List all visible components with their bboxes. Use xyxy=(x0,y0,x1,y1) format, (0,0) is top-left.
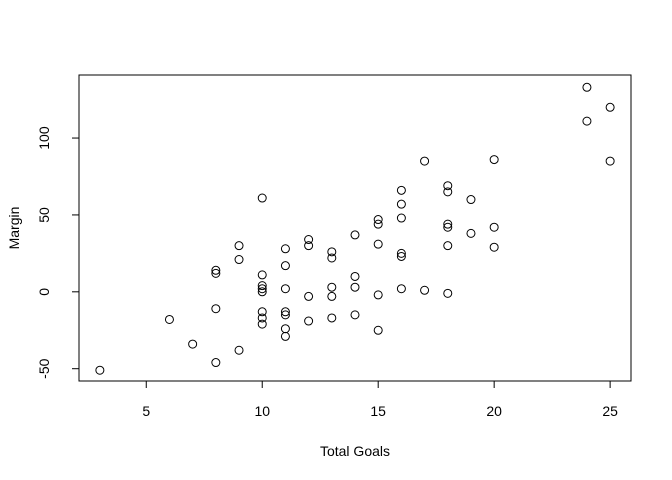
data-point xyxy=(396,248,406,258)
data-point xyxy=(350,282,360,292)
data-point xyxy=(582,116,592,126)
data-point xyxy=(257,313,267,323)
x-tick-label: 5 xyxy=(142,403,150,419)
y-axis-label: Margin xyxy=(6,207,22,250)
data-point xyxy=(489,222,499,232)
data-point xyxy=(280,310,290,320)
x-axis: 5 10 15 20 25 xyxy=(142,380,618,419)
data-point xyxy=(420,156,430,166)
data-point xyxy=(466,228,476,238)
data-point xyxy=(489,155,499,165)
y-tick-label: 100 xyxy=(36,126,52,150)
data-point xyxy=(257,270,267,280)
data-point xyxy=(304,316,314,326)
x-tick-label: 15 xyxy=(370,403,386,419)
data-point xyxy=(396,185,406,195)
data-point xyxy=(257,284,267,294)
data-point xyxy=(257,193,267,203)
data-point xyxy=(373,325,383,335)
data-point xyxy=(234,255,244,265)
data-point xyxy=(443,288,453,298)
data-point xyxy=(95,365,105,375)
data-point xyxy=(327,247,337,257)
data-point xyxy=(280,331,290,341)
data-point xyxy=(280,244,290,254)
data-point xyxy=(257,307,267,317)
y-tick-label: 0 xyxy=(36,288,52,296)
data-point xyxy=(443,241,453,251)
data-point xyxy=(257,319,267,329)
x-tick-label: 25 xyxy=(602,403,618,419)
data-point xyxy=(327,313,337,323)
data-point xyxy=(373,239,383,249)
data-point xyxy=(396,213,406,223)
x-tick-label: 20 xyxy=(486,403,502,419)
y-tick-label: -50 xyxy=(36,358,52,378)
x-axis-label: Total Goals xyxy=(320,443,390,459)
y-tick-label: 50 xyxy=(36,207,52,223)
y-axis: -50 0 50 100 xyxy=(36,126,80,379)
data-point xyxy=(443,181,453,191)
data-point xyxy=(234,241,244,251)
data-point xyxy=(327,253,337,263)
data-point xyxy=(350,230,360,240)
data-point xyxy=(188,339,198,349)
data-point xyxy=(350,271,360,281)
data-point xyxy=(327,282,337,292)
points-layer xyxy=(95,82,615,375)
data-point xyxy=(280,261,290,271)
data-point xyxy=(605,156,615,166)
data-point xyxy=(489,242,499,252)
data-point xyxy=(211,304,221,314)
data-point xyxy=(420,285,430,295)
data-point xyxy=(396,199,406,209)
data-point xyxy=(373,219,383,229)
data-point xyxy=(280,307,290,317)
data-point xyxy=(164,314,174,324)
data-point xyxy=(304,291,314,301)
data-point xyxy=(443,219,453,229)
data-point xyxy=(396,284,406,294)
data-point xyxy=(257,281,267,291)
data-point xyxy=(211,265,221,275)
data-point xyxy=(304,241,314,251)
data-point xyxy=(443,222,453,232)
data-point xyxy=(280,324,290,334)
data-point xyxy=(582,82,592,92)
data-point xyxy=(373,290,383,300)
data-point xyxy=(396,251,406,261)
data-point xyxy=(466,195,476,205)
data-point xyxy=(234,345,244,355)
plot-frame xyxy=(78,74,632,382)
data-point xyxy=(257,287,267,297)
data-point xyxy=(211,358,221,368)
x-tick-label: 10 xyxy=(254,403,270,419)
data-point xyxy=(373,215,383,225)
data-point xyxy=(280,284,290,294)
data-point xyxy=(443,187,453,197)
data-point xyxy=(211,268,221,278)
data-point xyxy=(350,310,360,320)
data-point xyxy=(327,291,337,301)
data-point xyxy=(304,235,314,245)
data-point xyxy=(605,102,615,112)
